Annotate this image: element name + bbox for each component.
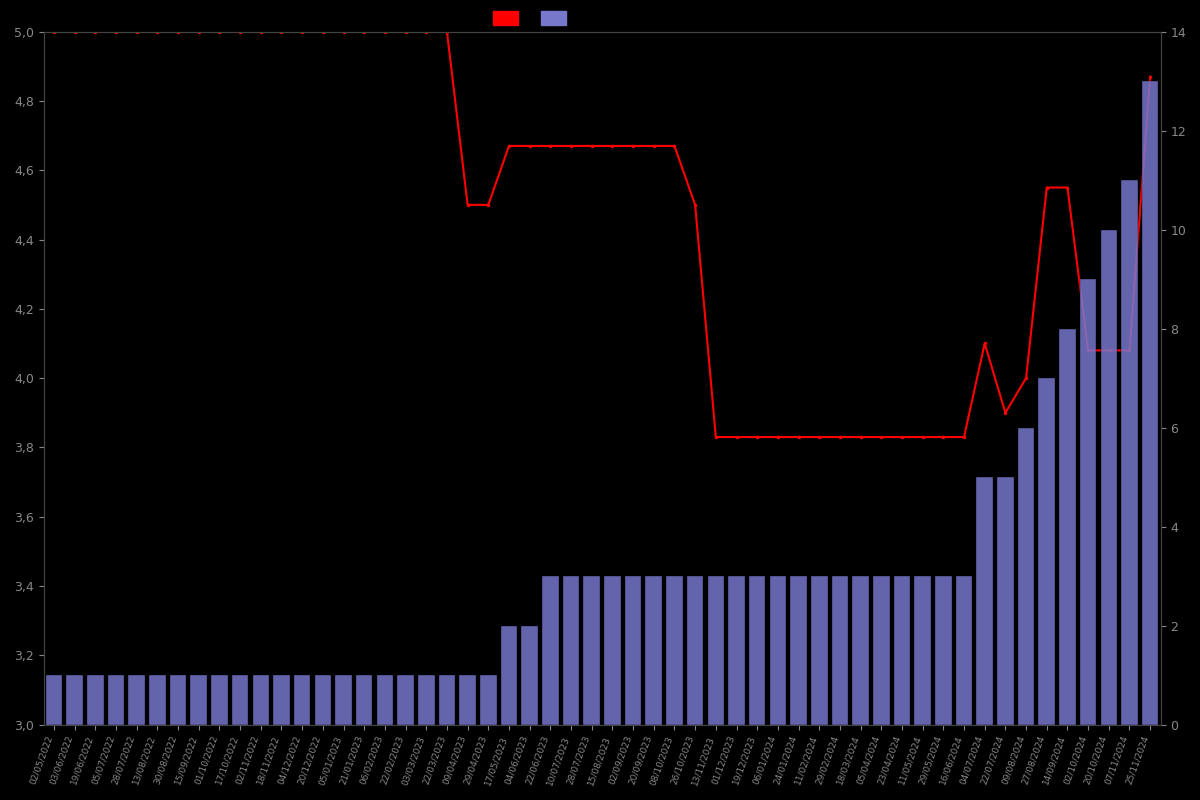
Bar [439, 675, 455, 725]
Bar [274, 675, 289, 725]
Bar [542, 576, 559, 725]
Bar [480, 675, 497, 725]
Bar [728, 576, 745, 725]
Bar [563, 576, 580, 725]
Bar [832, 576, 848, 725]
Bar [294, 675, 311, 725]
Bar [232, 675, 248, 725]
Bar [604, 576, 620, 725]
Bar [356, 675, 372, 725]
Bar [955, 576, 972, 725]
Bar [583, 576, 600, 725]
Bar [1121, 180, 1138, 725]
Bar [708, 576, 724, 725]
Bar [997, 477, 1014, 725]
Bar [852, 576, 869, 725]
Bar [811, 576, 828, 725]
Bar [191, 675, 208, 725]
Bar [335, 675, 352, 725]
Bar [418, 675, 434, 725]
Bar [749, 576, 766, 725]
Bar [314, 675, 331, 725]
Bar [252, 675, 269, 725]
Legend: , : , [493, 11, 577, 26]
Bar [914, 576, 931, 725]
Bar [666, 576, 683, 725]
Bar [397, 675, 414, 725]
Bar [1142, 81, 1158, 725]
Bar [169, 675, 186, 725]
Bar [874, 576, 889, 725]
Bar [211, 675, 228, 725]
Bar [500, 626, 517, 725]
Bar [377, 675, 394, 725]
Bar [88, 675, 103, 725]
Bar [66, 675, 83, 725]
Bar [977, 477, 992, 725]
Bar [646, 576, 662, 725]
Bar [1018, 428, 1034, 725]
Bar [935, 576, 952, 725]
Bar [1100, 230, 1117, 725]
Bar [46, 675, 62, 725]
Bar [791, 576, 806, 725]
Bar [108, 675, 125, 725]
Bar [769, 576, 786, 725]
Bar [625, 576, 641, 725]
Bar [1038, 378, 1055, 725]
Bar [1060, 329, 1075, 725]
Bar [149, 675, 166, 725]
Bar [521, 626, 538, 725]
Bar [460, 675, 476, 725]
Bar [686, 576, 703, 725]
Bar [894, 576, 911, 725]
Bar [1080, 279, 1097, 725]
Bar [128, 675, 145, 725]
